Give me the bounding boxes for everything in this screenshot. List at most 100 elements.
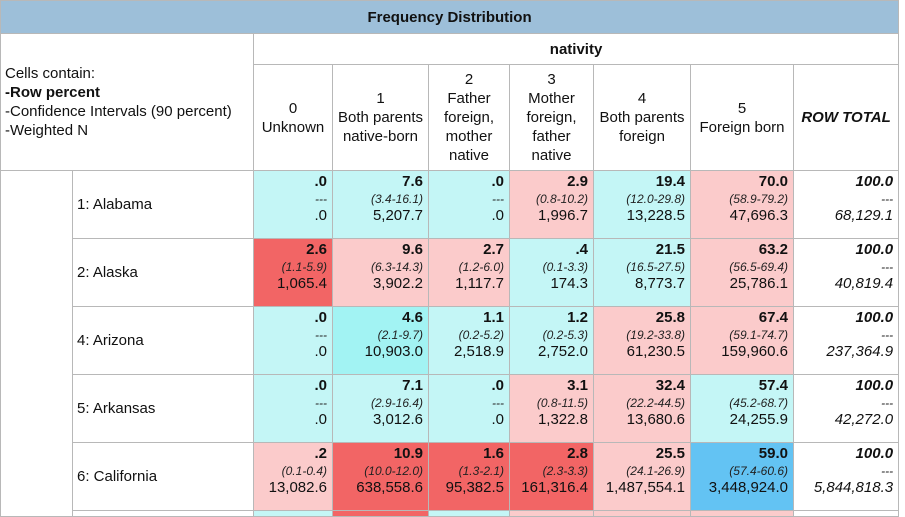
data-cell[interactable]: 25.5 (24.1-26.9) 1,487,554.1 [593,442,691,511]
data-cell[interactable]: 21.5 (16.5-27.5) 8,773.7 [593,238,691,307]
data-cell[interactable]: 57.4 (45.2-68.7) 24,255.9 [690,374,794,443]
data-cell [72,510,254,517]
weighted-n: .0 [491,207,504,224]
data-cell[interactable]: 4.6 (2.1-9.7) 10,903.0 [332,306,429,375]
weighted-n: 237,364.9 [826,343,894,360]
row-total-cell[interactable]: 100.0 --- 42,272.0 [792,374,900,443]
column-code: 2 [464,71,474,88]
data-cell[interactable]: 2.8 (2.3-3.3) 161,316.4 [509,442,594,511]
confidence-interval: (2.3-3.3) [542,464,588,478]
row-percent: 7.1 [402,377,423,394]
row-percent: 3.1 [567,377,588,394]
confidence-interval: --- [881,464,894,478]
column-header-5[interactable]: 5 Foreign born [690,64,794,171]
data-cell[interactable]: 1.2 (0.2-5.3) 2,752.0 [509,306,594,375]
data-cell[interactable]: .0 --- .0 [253,374,333,443]
row-label[interactable]: 6: California [72,442,254,511]
confidence-interval: --- [881,328,894,342]
data-cell[interactable]: 9.6 (6.3-14.3) 3,902.2 [332,238,429,307]
row-percent: 1.6 [483,445,504,462]
row-label[interactable]: 5: Arkansas [72,374,254,443]
data-cell[interactable]: 63.2 (56.5-69.4) 25,786.1 [690,238,794,307]
data-cell[interactable]: .4 (0.1-3.3) 174.3 [509,238,594,307]
confidence-interval: (57.4-60.6) [729,464,788,478]
column-header-0[interactable]: 0 Unknown [253,64,333,171]
data-cell[interactable]: 1.6 (1.3-2.1) 95,382.5 [428,442,510,511]
weighted-n: 42,272.0 [834,411,894,428]
data-cell[interactable]: 32.4 (22.2-44.5) 13,680.6 [593,374,691,443]
row-label[interactable]: 4: Arizona [72,306,254,375]
weighted-n: 1,487,554.1 [605,479,685,496]
data-cell[interactable]: 7.1 (2.9-16.4) 3,012.6 [332,374,429,443]
row-percent: 2.6 [306,241,327,258]
row-percent: 25.5 [655,445,685,462]
row-percent: 1.1 [483,309,504,326]
legend-line-1: Cells contain: [5,65,96,82]
data-cell[interactable]: .0 --- .0 [428,170,510,239]
legend-line-3: -Confidence Intervals (90 percent) [5,103,232,120]
confidence-interval: (1.1-5.9) [281,260,327,274]
data-cell[interactable]: 2.7 (1.2-6.0) 1,117.7 [428,238,510,307]
row-total-cell[interactable]: 100.0 --- 237,364.9 [792,306,900,375]
weighted-n: 2,752.0 [537,343,588,360]
data-cell[interactable]: 2.9 (0.8-10.2) 1,996.7 [509,170,594,239]
row-total-cell[interactable]: 100.0 --- 5,844,818.3 [792,442,900,511]
data-cell[interactable]: 7.6 (3.4-16.1) 5,207.7 [332,170,429,239]
data-cell[interactable]: 10.9 (10.0-12.0) 638,558.6 [332,442,429,511]
weighted-n: 68,129.1 [834,207,894,224]
confidence-interval: --- [881,396,894,410]
weighted-n: 5,207.7 [372,207,423,224]
weighted-n: 638,558.6 [356,479,423,496]
weighted-n: 3,902.2 [372,275,423,292]
table-row-partial [1,510,900,517]
row-total-cell[interactable]: 100.0 --- 40,819.4 [792,238,900,307]
column-header-4[interactable]: 4 Both parents foreign [593,64,691,171]
column-header-3[interactable]: 3 Mother foreign, father native [509,64,594,171]
row-total-cell[interactable]: 100.0 --- 68,129.1 [792,170,900,239]
row-percent: 100.0 [855,241,894,258]
data-cell[interactable]: .0 --- .0 [428,374,510,443]
data-cell[interactable]: 67.4 (59.1-74.7) 159,960.6 [690,306,794,375]
weighted-n: 3,012.6 [372,411,423,428]
row-percent: .4 [575,241,588,258]
data-cell[interactable]: 1.1 (0.2-5.2) 2,518.9 [428,306,510,375]
row-label[interactable]: 2: Alaska [72,238,254,307]
row-percent: 100.0 [855,377,894,394]
row-percent: 2.9 [567,173,588,190]
row-percent: 10.9 [393,445,423,462]
data-cell[interactable]: 59.0 (57.4-60.6) 3,448,924.0 [690,442,794,511]
table-row: 1: Alabama .0 --- .0 7.6 (3.4-16.1) 5,207.7.0-… [0,170,900,517]
row-percent: 19.4 [655,173,685,190]
confidence-interval: (0.8-10.2) [535,192,588,206]
row-percent: 63.2 [758,241,788,258]
weighted-n: 24,255.9 [729,411,788,428]
data-cell[interactable]: 25.8 (19.2-33.8) 61,230.5 [593,306,691,375]
confidence-interval: (0.1-0.4) [281,464,327,478]
data-cell[interactable]: 70.0 (58.9-79.2) 47,696.3 [690,170,794,239]
weighted-n: 1,117.7 [455,275,504,292]
column-header-2[interactable]: 2 Father foreign, mother native [428,64,510,171]
data-cell[interactable]: .0 --- .0 [253,170,333,239]
data-cell[interactable]: .2 (0.1-0.4) 13,082.6 [253,442,333,511]
confidence-interval: (19.2-33.8) [626,328,685,342]
column-variable-header: nativity [252,33,900,65]
row-percent: 100.0 [855,445,894,462]
row-percent: 9.6 [402,241,423,258]
column-label: Foreign born [699,118,785,136]
weighted-n: 174.3 [550,275,588,292]
column-header-1[interactable]: 1 Both parents native-born [332,64,429,171]
data-cell[interactable]: 2.6 (1.1-5.9) 1,065.4 [253,238,333,307]
data-cell[interactable]: .0 --- .0 [253,306,333,375]
column-label: ROW TOTAL [801,109,891,126]
weighted-n: 159,960.6 [721,343,788,360]
row-percent: 57.4 [758,377,788,394]
data-cell [690,510,794,517]
weighted-n: 61,230.5 [626,343,685,360]
data-cell[interactable]: 3.1 (0.8-11.5) 1,322.8 [509,374,594,443]
confidence-interval: (12.0-29.8) [626,192,685,206]
row-percent: 59.0 [758,445,788,462]
row-label[interactable]: 1: Alabama [72,170,254,239]
data-cell[interactable]: 19.4 (12.0-29.8) 13,228.5 [593,170,691,239]
column-header-row-total[interactable]: ROW TOTAL [792,64,900,171]
